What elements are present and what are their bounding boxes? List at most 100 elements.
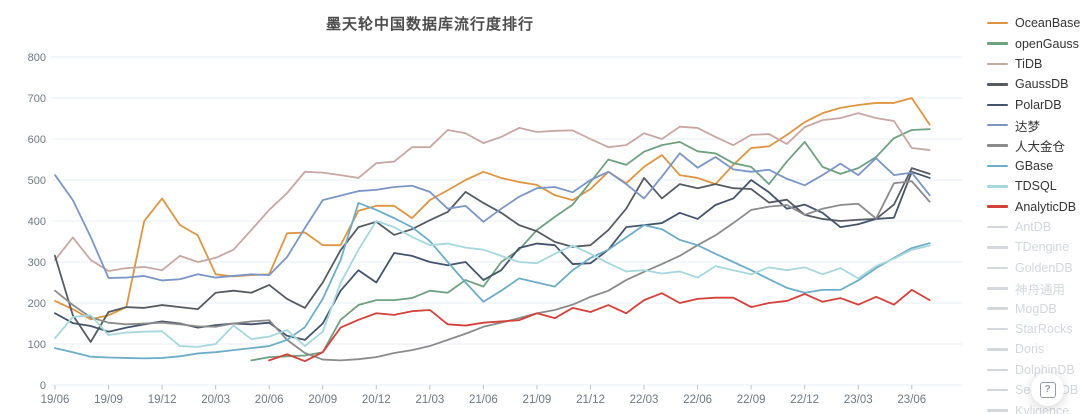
legend-item-Doris[interactable]: Doris xyxy=(987,339,1080,359)
y-axis-label: 700 xyxy=(28,93,46,105)
legend-item-label: 达梦 xyxy=(1015,119,1041,134)
x-axis-label: 21/09 xyxy=(523,394,552,406)
x-axis-label: 21/12 xyxy=(576,394,605,406)
legend: OceanBase openGauss TiDB GaussDB PolarDB 达梦人大… xyxy=(987,13,1080,414)
series-line-openGauss[interactable] xyxy=(250,128,931,362)
legend-item-label: StarRocks xyxy=(1015,322,1073,337)
legend-item-人大金仓[interactable]: 人大金仓 xyxy=(987,135,1080,155)
y-axis-label: 500 xyxy=(28,175,46,187)
legend-item-GoldenDB[interactable]: GoldenDB xyxy=(987,258,1080,278)
series-line-OceanBase[interactable] xyxy=(54,97,931,321)
x-axis-label: 22/03 xyxy=(630,394,659,406)
legend-line-swatch xyxy=(987,307,1008,310)
y-axis-label: 0 xyxy=(40,380,46,392)
question-mark-icon: ? xyxy=(1039,381,1056,398)
legend-item-label: openGauss xyxy=(1015,36,1079,51)
legend-item-Kyligence[interactable]: Kyligence xyxy=(987,400,1080,414)
series-line-AnalyticDB[interactable] xyxy=(268,288,931,363)
legend-line-swatch xyxy=(987,246,1008,249)
series-line-达梦[interactable] xyxy=(54,152,931,282)
x-axis-label: 22/12 xyxy=(790,394,819,406)
legend-item-label: GoldenDB xyxy=(1015,260,1073,275)
legend-item-label: GBase xyxy=(1015,158,1054,173)
legend-item-MogDB[interactable]: MogDB xyxy=(987,298,1080,318)
legend-line-swatch xyxy=(987,42,1008,45)
series-line-GBase[interactable] xyxy=(54,202,931,360)
legend-line-swatch xyxy=(987,83,1008,86)
y-axis-label: 100 xyxy=(28,339,46,351)
x-axis-label: 19/12 xyxy=(148,394,177,406)
x-axis-label: 20/06 xyxy=(255,394,284,406)
series-line-GaussDB[interactable] xyxy=(54,167,931,343)
x-axis-label: 20/03 xyxy=(201,394,230,406)
legend-item-openGauss[interactable]: openGauss xyxy=(987,33,1080,53)
legend-item-OceanBase[interactable]: OceanBase xyxy=(987,13,1080,33)
legend-item-StarRocks[interactable]: StarRocks xyxy=(987,319,1080,339)
y-axis-label: 800 xyxy=(28,52,46,64)
legend-item-TiDB[interactable]: TiDB xyxy=(987,54,1080,74)
legend-item-label: GaussDB xyxy=(1015,77,1069,92)
legend-item-label: Doris xyxy=(1015,342,1045,357)
x-axis-label: 23/06 xyxy=(897,394,926,406)
legend-item-神舟通用[interactable]: 神舟通用 xyxy=(987,278,1080,298)
legend-item-AntDB[interactable]: AntDB xyxy=(987,217,1080,237)
legend-line-swatch xyxy=(987,144,1008,147)
legend-line-swatch xyxy=(987,103,1008,106)
legend-item-TDSQL[interactable]: TDSQL xyxy=(987,176,1080,196)
x-axis-label: 22/09 xyxy=(737,394,766,406)
x-axis-label: 23/03 xyxy=(844,394,873,406)
legend-item-label: OceanBase xyxy=(1015,16,1080,31)
y-axis-label: 600 xyxy=(28,134,46,146)
y-axis-label: 400 xyxy=(28,216,46,228)
y-axis-label: 200 xyxy=(28,298,46,310)
legend-line-swatch xyxy=(987,205,1008,208)
legend-line-swatch xyxy=(987,327,1008,331)
series-line-TDSQL[interactable] xyxy=(54,220,931,348)
y-axis-label: 300 xyxy=(28,257,46,269)
legend-item-TDengine[interactable]: TDengine xyxy=(987,237,1080,257)
legend-item-PolarDB[interactable]: PolarDB xyxy=(987,95,1080,115)
legend-line-swatch xyxy=(987,185,1008,188)
legend-line-swatch xyxy=(987,164,1008,168)
x-axis-label: 20/09 xyxy=(308,394,337,406)
legend-item-GBase[interactable]: GBase xyxy=(987,156,1080,176)
x-axis-label: 21/06 xyxy=(469,394,498,406)
legend-item-label: AnalyticDB xyxy=(1015,199,1077,214)
legend-item-label: TDSQL xyxy=(1015,179,1057,194)
series-line-PolarDB[interactable] xyxy=(54,170,931,341)
legend-item-label: PolarDB xyxy=(1015,97,1062,112)
series-line-人大金仓[interactable] xyxy=(54,180,931,362)
series-line-TiDB[interactable] xyxy=(54,112,931,272)
x-axis-label: 19/06 xyxy=(41,394,70,406)
legend-item-label: TDengine xyxy=(1015,240,1070,255)
legend-line-swatch xyxy=(987,21,1008,25)
legend-line-swatch xyxy=(987,409,1008,412)
legend-item-label: 人大金仓 xyxy=(1015,140,1066,155)
x-axis-label: 22/06 xyxy=(683,394,712,406)
legend-item-label: 神舟通用 xyxy=(1015,282,1066,297)
legend-line-swatch xyxy=(987,388,1008,392)
x-axis-label: 19/09 xyxy=(94,394,123,406)
x-axis-label: 21/03 xyxy=(415,394,444,406)
help-button[interactable]: ? xyxy=(1031,373,1064,406)
legend-item-DolphinDB[interactable]: DolphinDB xyxy=(987,360,1080,380)
legend-item-label: MogDB xyxy=(1015,301,1057,316)
legend-line-swatch xyxy=(987,348,1008,351)
legend-item-达梦[interactable]: 达梦 xyxy=(987,115,1080,135)
legend-item-GaussDB[interactable]: GaussDB xyxy=(987,74,1080,94)
legend-line-swatch xyxy=(987,266,1008,270)
legend-item-label: TiDB xyxy=(1015,56,1043,71)
legend-item-label: DolphinDB xyxy=(1015,362,1075,377)
legend-line-swatch xyxy=(987,225,1008,229)
legend-item-label: Kyligence xyxy=(1015,403,1070,414)
legend-line-swatch xyxy=(987,123,1008,127)
legend-line-swatch xyxy=(987,62,1008,66)
chart-title: 墨天轮中国数据库流行度排行 xyxy=(325,16,534,33)
legend-item-label: AntDB xyxy=(1015,220,1052,235)
legend-line-swatch xyxy=(987,287,1008,290)
x-axis-label: 20/12 xyxy=(362,394,391,406)
legend-item-AnalyticDB[interactable]: AnalyticDB xyxy=(987,197,1080,217)
legend-line-swatch xyxy=(987,368,1008,372)
